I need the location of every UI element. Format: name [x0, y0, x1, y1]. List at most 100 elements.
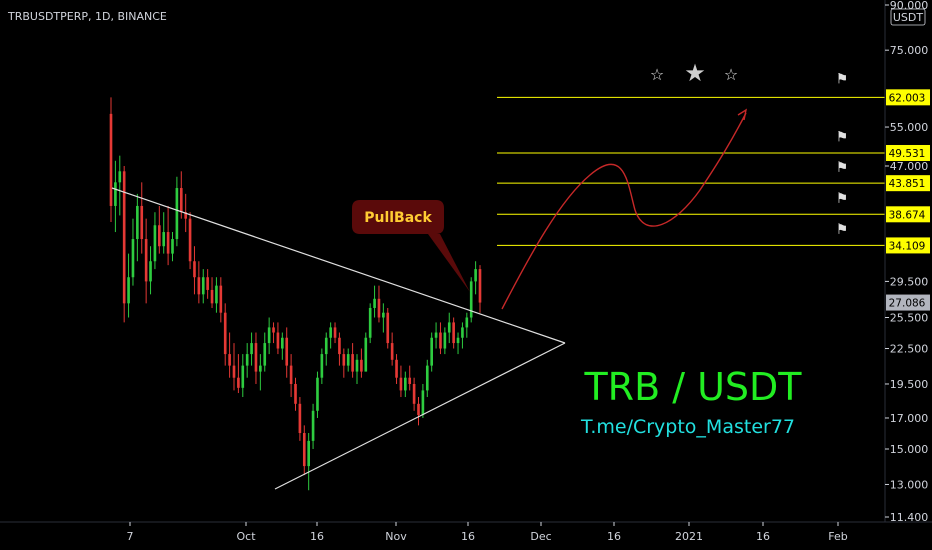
- x-tick-label: 16: [310, 530, 324, 543]
- candle-body: [399, 377, 403, 391]
- triangle-trendlines: [111, 187, 566, 490]
- candle-body: [276, 332, 280, 349]
- candle-body: [259, 365, 262, 372]
- candle-body: [127, 277, 130, 304]
- candle-body: [474, 269, 477, 282]
- candle-body: [386, 312, 390, 344]
- candle-body: [294, 383, 297, 404]
- candle-body: [144, 239, 148, 282]
- candle-body: [360, 359, 363, 372]
- star-filled-icon: ★: [684, 59, 706, 87]
- candle-body: [382, 312, 385, 318]
- flag-icon: ⚑: [836, 160, 849, 176]
- candle-body: [184, 212, 187, 219]
- candle-body: [395, 359, 398, 378]
- candle-body: [307, 440, 310, 467]
- candle-body: [298, 403, 302, 434]
- x-tick-label: Oct: [236, 530, 256, 543]
- candle-body: [417, 403, 420, 416]
- candle-body: [452, 322, 455, 344]
- pullback-label: PullBack: [364, 210, 432, 226]
- y-tick-label: 25.500: [890, 312, 929, 325]
- currency-badge[interactable]: USDT: [890, 8, 926, 26]
- projection-arrow-head: [737, 108, 748, 121]
- level-price-badge: [886, 89, 930, 106]
- candle-body: [368, 307, 372, 338]
- level-price-badge: [886, 206, 930, 223]
- candle-body: [219, 285, 223, 313]
- candle-body: [109, 113, 113, 206]
- level-price-label: 62.003: [889, 92, 926, 104]
- level-price-badge: [886, 175, 930, 192]
- candle-body: [447, 322, 451, 333]
- candle-body: [210, 289, 214, 304]
- x-tick-label: Nov: [385, 530, 407, 543]
- x-tick-label: 2021: [675, 530, 703, 543]
- candle-body: [469, 281, 473, 318]
- current-price-label: 27.086: [889, 298, 926, 310]
- candle-body: [311, 410, 315, 441]
- level-price-label: 34.109: [889, 240, 926, 252]
- candle-body: [114, 182, 117, 206]
- level-price-badge: [886, 237, 930, 254]
- flags: ⚑ ⚑ ⚑ ⚑ ⚑: [836, 71, 849, 238]
- candle-body: [289, 365, 293, 384]
- candles: [109, 97, 482, 491]
- y-tick-label: 19.500: [890, 378, 929, 391]
- x-tick-label: 16: [607, 530, 621, 543]
- lower-trendline: [274, 342, 566, 490]
- candle-body: [412, 383, 416, 404]
- candle-body: [166, 232, 170, 254]
- candle-body: [461, 327, 464, 338]
- current-price-badge: [886, 294, 930, 311]
- projection-arrow: [501, 112, 747, 310]
- y-tick-label: 90.000: [890, 0, 929, 12]
- candle-body: [434, 332, 438, 338]
- candle-body: [136, 205, 139, 240]
- level-price-label: 38.674: [889, 209, 926, 221]
- candle-body: [140, 205, 144, 240]
- star-outline-icon: ☆: [650, 65, 664, 84]
- candle-body: [333, 327, 337, 338]
- star-outline-icon: ☆: [724, 65, 738, 84]
- candle-body: [193, 261, 196, 278]
- level-lines: [497, 96, 885, 246]
- candle-body: [281, 337, 284, 349]
- flag-icon: ⚑: [836, 222, 849, 238]
- candle-body: [223, 312, 227, 355]
- handle-label: T.me/Crypto_Master77: [580, 416, 795, 438]
- x-tick-label: 7: [127, 530, 134, 543]
- y-tick-label: 15.000: [890, 443, 929, 456]
- candle-body: [171, 239, 174, 254]
- pullback-callout: PullBack: [352, 200, 470, 292]
- x-tick-label: Dec: [530, 530, 551, 543]
- candle-body: [272, 327, 275, 333]
- candle-body: [162, 232, 166, 247]
- candle-body: [408, 377, 412, 384]
- candle-body: [320, 354, 324, 378]
- candle-body: [158, 225, 161, 247]
- candle-body: [430, 337, 433, 366]
- candle-body: [324, 337, 328, 355]
- candle-body: [329, 327, 332, 338]
- y-tick-label: 75.000: [890, 44, 929, 57]
- candle-body: [254, 343, 258, 372]
- candle-body: [443, 332, 447, 349]
- candle-body: [228, 354, 231, 366]
- level-price-label: 43.851: [889, 178, 926, 190]
- candle-body: [465, 317, 469, 328]
- candle-body: [285, 337, 289, 366]
- candle-body: [351, 354, 354, 372]
- candle-body: [153, 225, 157, 262]
- candle-body: [179, 188, 183, 213]
- candle-body: [421, 390, 425, 416]
- x-axis-ticks: 7 Oct 16 Nov 16 Dec 16 2021 16 Feb: [127, 522, 848, 543]
- x-tick-label: Feb: [828, 530, 847, 543]
- candle-body: [241, 365, 245, 388]
- candle-body: [215, 285, 218, 304]
- candle-body: [390, 343, 394, 360]
- y-tick-label: 22.500: [890, 343, 929, 356]
